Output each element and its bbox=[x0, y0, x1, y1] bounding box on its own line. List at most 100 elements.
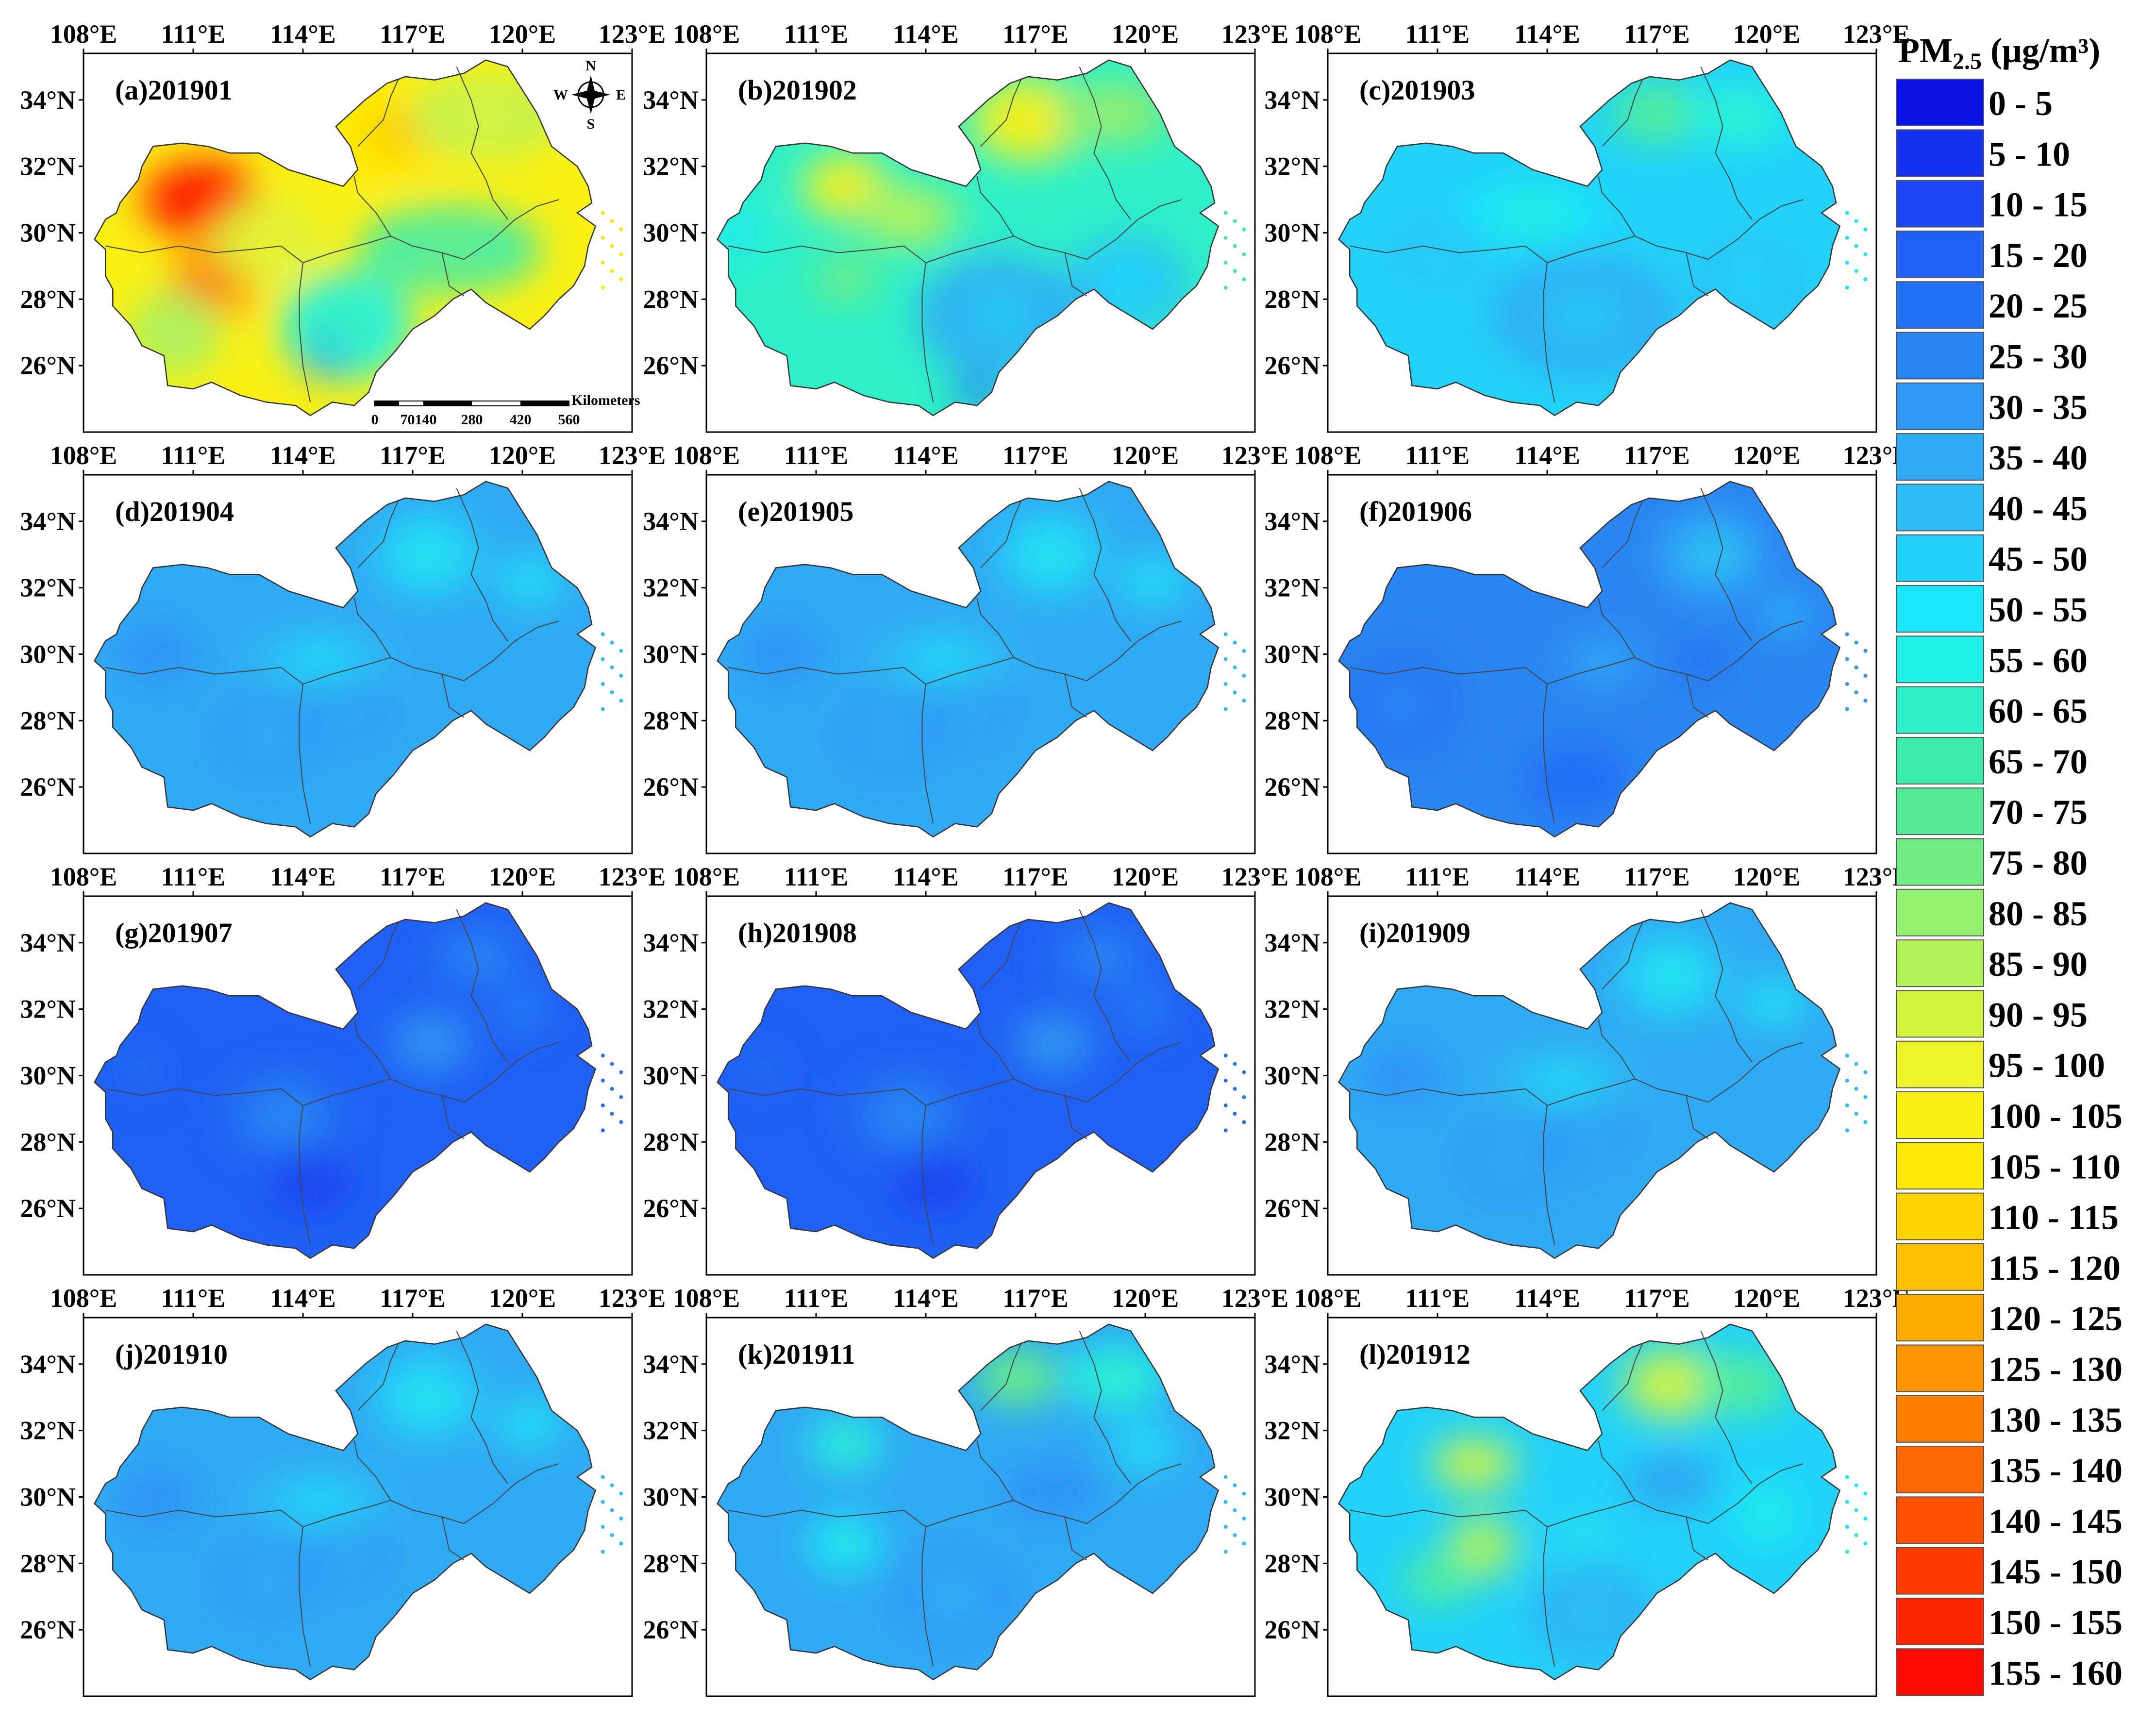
island bbox=[1863, 673, 1868, 678]
panel-label: (b)201902 bbox=[738, 74, 857, 106]
island bbox=[601, 1525, 605, 1529]
scale-bar-label: 0 bbox=[371, 412, 379, 428]
x-tick-label: 117°E bbox=[1003, 1284, 1069, 1313]
island bbox=[1223, 1475, 1228, 1479]
province-boundary bbox=[357, 80, 399, 147]
x-tick-label: 117°E bbox=[1003, 862, 1069, 891]
panel-label: (d)201904 bbox=[115, 496, 234, 527]
legend-item: 70 - 75 bbox=[1896, 787, 2088, 835]
legend-item: 145 - 150 bbox=[1896, 1547, 2123, 1595]
y-tick-label: 32°N bbox=[20, 1416, 76, 1445]
y-tick-label: 28°N bbox=[20, 284, 76, 314]
island bbox=[1223, 1525, 1228, 1529]
y-tick-label: 32°N bbox=[20, 995, 76, 1024]
legend-swatch bbox=[1896, 1142, 1984, 1190]
legend-item: 85 - 90 bbox=[1896, 939, 2088, 987]
legend-item: 75 - 80 bbox=[1896, 838, 2088, 886]
x-tick-label: 114°E bbox=[893, 441, 959, 470]
y-tick-label: 26°N bbox=[1264, 351, 1320, 380]
island bbox=[1854, 244, 1858, 248]
island bbox=[1223, 261, 1228, 265]
legend-label: 65 - 70 bbox=[1989, 742, 2088, 781]
province-boundary bbox=[1350, 657, 1636, 685]
province-boundary bbox=[976, 597, 1014, 658]
region-outline bbox=[717, 481, 1220, 838]
island bbox=[601, 1103, 605, 1108]
legend-swatch bbox=[1896, 686, 1984, 734]
legend-swatch bbox=[1896, 787, 1984, 835]
y-tick-label: 32°N bbox=[1264, 573, 1320, 602]
scale-bar-label: 70140 bbox=[401, 412, 437, 428]
island bbox=[1863, 1095, 1868, 1099]
legend-label: 80 - 85 bbox=[1989, 894, 2088, 933]
y-tick-label: 30°N bbox=[1264, 1482, 1320, 1511]
x-tick-label: 123°E bbox=[1843, 19, 1910, 49]
legend-item: 45 - 50 bbox=[1896, 534, 2088, 582]
island bbox=[1233, 1086, 1237, 1091]
legend-label: 40 - 45 bbox=[1989, 489, 2088, 528]
y-tick-label: 30°N bbox=[20, 1061, 76, 1090]
province-boundary bbox=[105, 1078, 391, 1106]
x-tick-label: 120°E bbox=[1112, 441, 1179, 470]
y-tick-label: 32°N bbox=[1264, 1416, 1320, 1445]
scale-bar-label: 560 bbox=[558, 412, 580, 428]
island bbox=[1845, 235, 1849, 240]
y-tick-label: 32°N bbox=[643, 995, 699, 1024]
x-tick-label: 117°E bbox=[380, 1284, 446, 1313]
island bbox=[1242, 277, 1246, 282]
north-arrow: N S E W bbox=[553, 58, 626, 132]
province-boundary bbox=[299, 684, 311, 824]
x-tick-label: 123°E bbox=[1221, 1284, 1289, 1313]
region-outline bbox=[1338, 59, 1841, 417]
y-tick-label: 30°N bbox=[1264, 639, 1320, 668]
island bbox=[1223, 211, 1228, 215]
island bbox=[619, 1491, 623, 1496]
island bbox=[1845, 1525, 1849, 1529]
island bbox=[1242, 1541, 1246, 1546]
x-tick-label: 114°E bbox=[893, 19, 959, 49]
island bbox=[619, 277, 623, 282]
island bbox=[1233, 640, 1237, 645]
x-tick-label: 120°E bbox=[489, 1284, 556, 1313]
panel-label: (c)201903 bbox=[1359, 74, 1475, 106]
province-boundary bbox=[728, 235, 1014, 264]
island bbox=[610, 640, 614, 645]
y-tick-label: 32°N bbox=[643, 573, 699, 602]
legend-item: 5 - 10 bbox=[1896, 129, 2070, 177]
province-boundary bbox=[299, 1105, 311, 1245]
x-tick-label: 111°E bbox=[1405, 1284, 1470, 1313]
x-tick-label: 114°E bbox=[270, 19, 336, 49]
legend-label: 110 - 115 bbox=[1989, 1198, 2119, 1237]
x-tick-label: 111°E bbox=[784, 1284, 849, 1313]
province-boundary bbox=[456, 909, 508, 1063]
x-tick-label: 123°E bbox=[599, 1284, 666, 1313]
legend-item: 55 - 60 bbox=[1896, 635, 2088, 684]
legend-swatch bbox=[1896, 939, 1984, 987]
island bbox=[1242, 1095, 1246, 1099]
province-boundary bbox=[1635, 620, 1804, 682]
island bbox=[601, 632, 605, 636]
x-tick-label: 111°E bbox=[784, 19, 849, 49]
x-tick-label: 111°E bbox=[161, 1284, 226, 1313]
region-outline bbox=[94, 59, 597, 417]
region-outline bbox=[717, 902, 1220, 1259]
island bbox=[1854, 665, 1858, 669]
legend-item: 95 - 100 bbox=[1896, 1040, 2105, 1088]
province-boundary bbox=[1686, 674, 1709, 718]
x-tick-label: 117°E bbox=[1624, 1284, 1690, 1313]
island bbox=[601, 682, 605, 686]
legend-item: 30 - 35 bbox=[1896, 382, 2088, 430]
province-boundary bbox=[1543, 1105, 1555, 1245]
island bbox=[1242, 649, 1246, 653]
x-tick-label: 117°E bbox=[1003, 19, 1069, 49]
island bbox=[1223, 235, 1228, 240]
x-tick-label: 123°E bbox=[599, 862, 666, 891]
legend-label: 35 - 40 bbox=[1989, 438, 2088, 477]
y-tick-label: 28°N bbox=[20, 706, 76, 735]
y-tick-label: 28°N bbox=[20, 1549, 76, 1578]
region-outline bbox=[1338, 481, 1841, 838]
island bbox=[1854, 640, 1858, 645]
province-boundary bbox=[980, 922, 1021, 990]
legend-label: 90 - 95 bbox=[1989, 995, 2088, 1034]
province-boundary bbox=[1635, 199, 1804, 260]
